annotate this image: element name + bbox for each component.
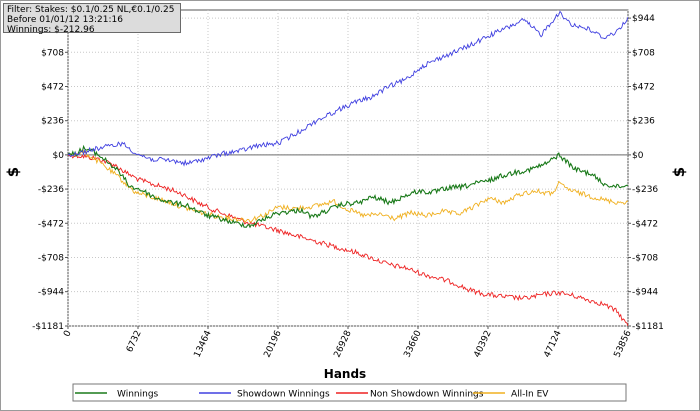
x-axis-label: Hands [324,367,366,381]
y-tick-label-left: $472 [41,83,64,93]
y-tick-label-right: -$472 [632,219,658,229]
filter-winnings-text: Winnings: $-212.96 [7,25,95,35]
y-tick-label-left: -$472 [38,219,64,229]
x-tick-label: 20196 [263,329,284,359]
y-axis-label-left: $ [4,167,22,177]
x-tick-label: 6732 [125,329,144,354]
y-tick-label-right: -$1181 [632,322,664,332]
y-tick-label-left: -$236 [38,185,64,195]
y-tick-label-left: $708 [41,48,64,58]
y-tick-label-left: -$944 [38,288,64,298]
filter-info-box: Filter: Stakes: $0.1/0.25 NL,€0.1/0.25 N… [3,3,181,35]
y-tick-label-right: $708 [632,48,655,58]
legend-label-non-showdown: Non Showdown Winnings [370,390,484,400]
series-line-winnings [67,144,628,229]
y-axis-label-right: $ [670,167,688,177]
series-line-showdown-winnings [67,10,629,167]
legend-label-winnings: Winnings [117,390,159,400]
x-tick-label: 26928 [333,329,354,359]
plot-area [67,9,629,327]
x-tick-label: 53856 [613,329,634,359]
x-tick-label: 13464 [193,329,214,359]
series-layer [67,10,629,327]
y-tick-label-right: $944 [632,14,655,24]
x-tick-label: 40392 [473,329,494,359]
y-tick-label-left: -$708 [38,253,64,263]
y-tick-label-right: $236 [632,117,655,127]
y-tick-label-right: $0 [632,151,644,161]
y-tick-label-left: $236 [41,117,64,127]
y-tick-label-right: -$944 [632,288,658,298]
y-tick-label-left: -$1181 [32,322,64,332]
grid [67,10,629,327]
y-tick-label-right: $472 [632,83,655,93]
y-tick-labels-left: -$1181 -$944 -$708 -$472 -$236 $0 $236 $472 $708… [32,14,68,332]
filter-date-text: Before 01/01/12 13:21:16 [7,15,123,25]
x-tick-label: 47124 [543,329,564,359]
y-tick-label-right: -$236 [632,185,658,195]
x-tick-labels: 0 6732 13464 20196 26928 33660 40392 47124 53856 [62,326,634,359]
legend-label-showdown: Showdown Winnings [237,390,330,400]
filter-stakes-text: Filter: Stakes: $0.1/0.25 NL,€0.1/0.25 N… [7,5,177,15]
y-tick-labels-right: -$1181 -$944 -$708 -$472 -$236 $0 $236 $472 $708… [628,14,664,332]
legend-label-allin-ev: All-In EV [511,390,549,400]
y-tick-label-left: $0 [53,151,65,161]
x-tick-label: 0 [62,329,74,339]
y-tick-label-right: -$708 [632,253,658,263]
series-line-non-showdown-winnings [67,152,629,327]
x-tick-label: 33660 [403,329,424,359]
